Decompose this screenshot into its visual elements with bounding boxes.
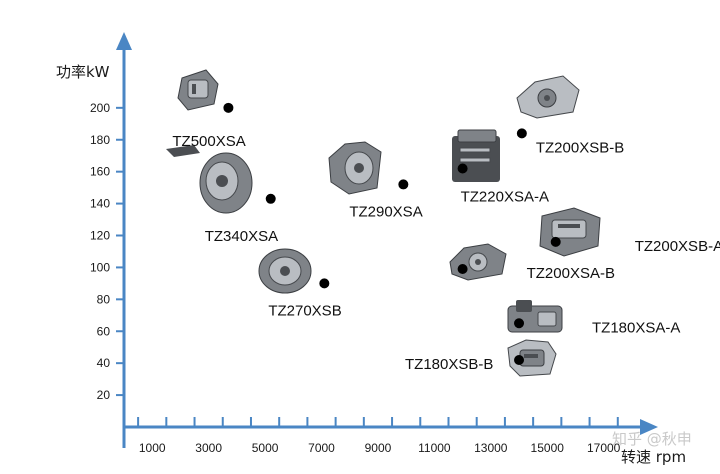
x-tick-label: 15000	[531, 441, 565, 455]
y-tick-label: 140	[90, 197, 110, 211]
y-tick-label: 180	[90, 133, 110, 147]
motor-image-tz340xsa	[166, 145, 253, 214]
y-tick-label: 160	[90, 165, 110, 179]
x-tick-label: 13000	[474, 441, 508, 455]
x-tick-label: 3000	[195, 441, 222, 455]
data-point-tz290xsa	[398, 179, 409, 190]
y-tick-label: 100	[90, 260, 110, 274]
data-point-tz220xsa-a	[457, 163, 468, 174]
point-label-tz180xsb-b: TZ180XSB-B	[405, 356, 493, 373]
x-tick-label: 7000	[308, 441, 335, 455]
motor-image-tz180xsb-b	[507, 339, 557, 377]
data-points	[223, 102, 561, 365]
point-label-tz220xsa-a: TZ220XSA-A	[461, 188, 549, 205]
motor-image-tz220xsa-a	[452, 129, 500, 182]
data-point-tz270xsb	[319, 278, 330, 289]
y-tick-label: 60	[97, 324, 111, 338]
y-ticks: 20 40 60 80 100 120 140 160 180 200	[90, 101, 124, 402]
y-axis-arrow	[116, 32, 132, 50]
point-label-tz200xsb-a: TZ200XSB-A	[635, 238, 720, 255]
point-label-tz270xsb: TZ270XSB	[268, 302, 341, 319]
point-label-tz180xsa-a: TZ180XSA-A	[592, 319, 680, 336]
point-label-tz200xsa-b: TZ200XSA-B	[527, 265, 615, 282]
x-axis-arrow	[640, 419, 658, 435]
data-point-tz340xsa	[265, 193, 276, 204]
x-axis-title: 转速 rpm	[621, 448, 686, 466]
y-tick-label: 20	[97, 388, 111, 402]
y-tick-label: 200	[90, 101, 110, 115]
y-tick-label: 40	[97, 356, 111, 370]
data-point-tz200xsa-b	[457, 264, 468, 275]
motor-image-tz270xsb	[258, 248, 312, 294]
y-tick-label: 120	[90, 229, 110, 243]
watermark: 知乎 @秋申	[612, 430, 692, 448]
x-tick-label: 9000	[365, 441, 392, 455]
data-point-tz500xsa	[223, 102, 234, 113]
motor-image-tz290xsa	[328, 141, 382, 195]
point-label-tz340xsa: TZ340XSA	[205, 228, 278, 245]
x-ticks: 1000 3000 5000 7000 9000 11000 13000 15000 17000	[137, 417, 621, 455]
motor-images	[166, 69, 601, 377]
point-label-tz290xsa: TZ290XSA	[349, 203, 422, 220]
data-point-tz200xsb-a	[550, 236, 561, 247]
x-tick-label: 5000	[252, 441, 279, 455]
x-tick-label: 1000	[139, 441, 166, 455]
y-axis-title: 功率kW	[56, 63, 110, 81]
x-tick-label: 11000	[418, 441, 451, 455]
data-point-tz180xsb-b	[514, 354, 525, 365]
motor-image-tz200xsa-b	[449, 243, 507, 281]
motor-image-tz200xsb-b	[516, 75, 580, 119]
data-point-tz180xsa-a	[514, 318, 525, 329]
motor-image-tz200xsb-a	[539, 207, 601, 257]
point-label-tz500xsa: TZ500XSA	[172, 133, 245, 150]
data-point-labels: TZ500XSA TZ340XSA TZ290XSA TZ270XSB TZ220XSA…	[172, 133, 720, 373]
motor-image-tz500xsa	[177, 69, 219, 111]
data-point-tz200xsb-b	[516, 128, 527, 139]
x-tick-label: 17000	[587, 441, 621, 455]
point-label-tz200xsb-b: TZ200XSB-B	[536, 139, 624, 156]
y-tick-label: 80	[97, 292, 111, 306]
